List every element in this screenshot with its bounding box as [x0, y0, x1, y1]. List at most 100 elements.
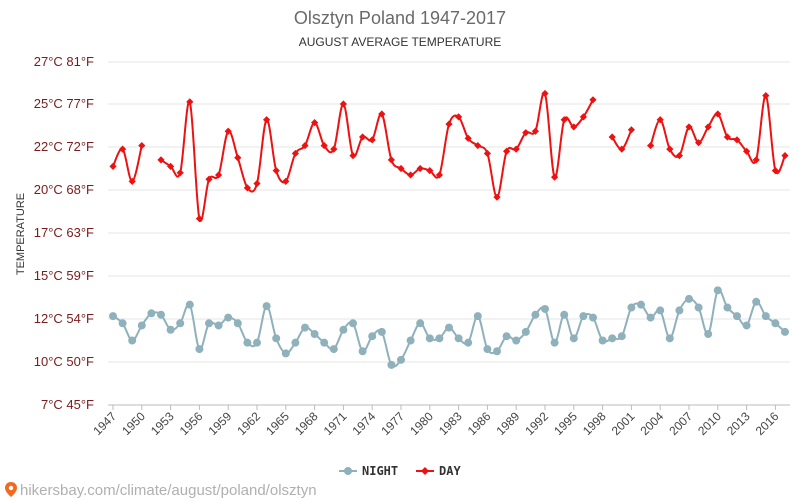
data-point-day[interactable]: [464, 134, 472, 142]
data-point-night[interactable]: [166, 325, 175, 334]
data-point-night[interactable]: [109, 312, 117, 321]
data-point-day[interactable]: [138, 141, 146, 150]
data-point-night[interactable]: [281, 349, 290, 358]
data-point-day[interactable]: [119, 145, 127, 153]
data-point-day[interactable]: [416, 164, 424, 173]
data-point-night[interactable]: [291, 338, 300, 347]
data-point-day[interactable]: [397, 164, 405, 173]
data-point-night[interactable]: [176, 319, 185, 328]
data-point-day[interactable]: [167, 162, 175, 170]
data-point-night[interactable]: [781, 327, 789, 336]
data-point-night[interactable]: [560, 310, 569, 319]
data-point-night[interactable]: [598, 336, 607, 345]
data-point-day[interactable]: [474, 141, 482, 150]
data-point-night[interactable]: [339, 325, 348, 334]
data-point-day[interactable]: [195, 215, 203, 223]
data-point-day[interactable]: [157, 156, 165, 164]
data-point-day[interactable]: [272, 167, 280, 175]
data-point-night[interactable]: [771, 319, 780, 328]
data-point-night[interactable]: [589, 313, 597, 322]
data-point-day[interactable]: [733, 136, 741, 144]
data-point-night[interactable]: [301, 323, 309, 332]
data-point-night[interactable]: [329, 345, 338, 354]
data-point-night[interactable]: [272, 334, 281, 343]
data-point-day[interactable]: [387, 156, 395, 164]
data-point-night[interactable]: [157, 310, 165, 319]
data-point-night[interactable]: [262, 302, 271, 311]
data-point-night[interactable]: [377, 327, 386, 336]
data-point-day[interactable]: [128, 177, 136, 185]
data-point-day[interactable]: [570, 123, 578, 131]
data-point-day[interactable]: [541, 89, 549, 98]
data-point-day[interactable]: [378, 110, 386, 118]
data-point-day[interactable]: [579, 113, 587, 121]
data-point-day[interactable]: [685, 123, 693, 131]
data-point-night[interactable]: [704, 330, 713, 339]
data-point-night[interactable]: [637, 300, 645, 309]
data-point-night[interactable]: [685, 294, 693, 303]
data-point-day[interactable]: [320, 141, 328, 150]
data-point-night[interactable]: [675, 306, 684, 315]
data-point-day[interactable]: [522, 129, 530, 137]
data-point-day[interactable]: [349, 152, 357, 160]
data-point-day[interactable]: [205, 175, 213, 183]
data-point-night[interactable]: [752, 297, 761, 306]
data-point-night[interactable]: [483, 345, 492, 354]
data-point-night[interactable]: [713, 286, 722, 295]
data-point-day[interactable]: [176, 169, 184, 177]
data-point-day[interactable]: [512, 145, 520, 153]
data-point-night[interactable]: [397, 355, 405, 364]
data-point-day[interactable]: [253, 179, 261, 188]
data-point-day[interactable]: [714, 110, 722, 118]
data-point-day[interactable]: [589, 96, 597, 104]
data-point-night[interactable]: [694, 303, 703, 312]
data-point-day[interactable]: [762, 92, 770, 100]
data-point-night[interactable]: [310, 330, 319, 339]
data-point-night[interactable]: [349, 319, 357, 328]
data-point-night[interactable]: [128, 336, 137, 345]
data-point-night[interactable]: [233, 319, 242, 328]
data-point-day[interactable]: [282, 177, 290, 185]
data-point-night[interactable]: [445, 323, 453, 332]
data-point-night[interactable]: [733, 312, 741, 321]
legend-item-night[interactable]: NIGHT: [339, 464, 398, 478]
data-point-night[interactable]: [531, 310, 540, 319]
data-point-night[interactable]: [435, 334, 444, 343]
data-point-day[interactable]: [368, 136, 376, 144]
data-point-night[interactable]: [742, 321, 751, 330]
data-point-day[interactable]: [291, 149, 299, 158]
data-point-night[interactable]: [550, 338, 559, 347]
data-point-night[interactable]: [137, 321, 146, 330]
data-point-day[interactable]: [493, 193, 501, 201]
data-point-night[interactable]: [416, 319, 425, 328]
data-point-day[interactable]: [695, 139, 703, 147]
data-point-night[interactable]: [454, 334, 463, 343]
data-point-night[interactable]: [406, 336, 415, 345]
data-point-day[interactable]: [359, 133, 367, 141]
data-point-day[interactable]: [186, 98, 194, 106]
data-point-day[interactable]: [723, 133, 731, 141]
data-point-night[interactable]: [214, 321, 223, 330]
data-point-night[interactable]: [569, 334, 578, 343]
data-point-night[interactable]: [608, 334, 617, 343]
data-point-day[interactable]: [234, 154, 242, 162]
legend-item-day[interactable]: DAY: [416, 464, 461, 478]
data-point-night[interactable]: [665, 334, 674, 343]
data-point-night[interactable]: [761, 312, 770, 321]
data-point-night[interactable]: [521, 327, 530, 336]
data-point-day[interactable]: [704, 123, 712, 131]
data-point-night[interactable]: [253, 338, 261, 347]
data-point-day[interactable]: [330, 145, 338, 153]
data-point-day[interactable]: [647, 141, 655, 150]
data-point-day[interactable]: [455, 113, 463, 121]
data-point-night[interactable]: [387, 360, 396, 369]
data-point-day[interactable]: [109, 162, 117, 170]
data-point-night[interactable]: [579, 312, 588, 321]
data-point-day[interactable]: [435, 171, 443, 179]
data-point-night[interactable]: [243, 338, 252, 347]
data-point-day[interactable]: [426, 167, 434, 175]
data-point-day[interactable]: [608, 133, 616, 141]
data-point-night[interactable]: [320, 338, 329, 347]
data-point-night[interactable]: [185, 300, 194, 309]
data-point-day[interactable]: [752, 156, 760, 164]
